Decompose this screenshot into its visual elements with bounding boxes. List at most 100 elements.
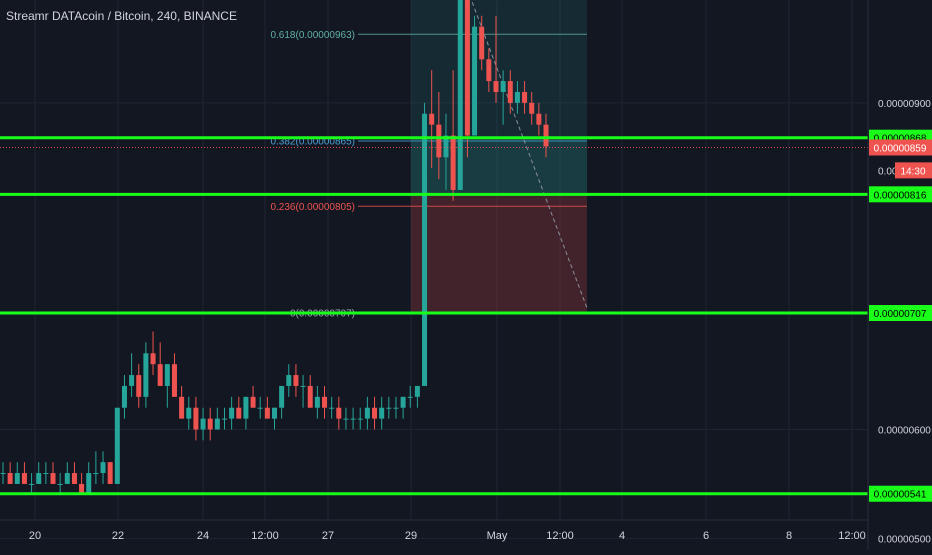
candle-body xyxy=(129,375,135,386)
candle xyxy=(307,375,313,408)
candle-body xyxy=(522,91,528,103)
candle-body xyxy=(207,418,213,430)
candle-body xyxy=(79,483,85,495)
candle xyxy=(493,15,499,103)
candle-body xyxy=(107,462,113,484)
candle xyxy=(186,396,192,430)
fib-level-label: 0.236(0.00000805) xyxy=(270,202,355,213)
candles xyxy=(0,0,549,495)
candle-body xyxy=(300,385,306,387)
candle-body xyxy=(314,396,320,408)
candle-body xyxy=(350,418,356,420)
candle-body xyxy=(293,375,299,386)
candle-body xyxy=(164,364,170,386)
candle xyxy=(500,70,506,125)
level-price-tag xyxy=(869,186,932,203)
candle xyxy=(543,113,549,158)
candle xyxy=(436,91,442,180)
x-tick-label: 27 xyxy=(322,530,334,542)
candle xyxy=(136,364,142,408)
candle-body xyxy=(64,473,70,484)
candle xyxy=(100,451,106,484)
candle xyxy=(193,396,199,441)
chart-title: Streamr DATAcoin / Bitcoin, 240, BINANCE xyxy=(6,9,237,23)
candle xyxy=(36,462,42,484)
candle-body xyxy=(257,407,263,409)
candle-body xyxy=(429,113,435,125)
x-tick-label: 29 xyxy=(405,530,417,542)
candle xyxy=(529,91,535,125)
x-tick-label: 12:00 xyxy=(251,530,279,542)
candle-body xyxy=(322,396,328,408)
candle xyxy=(271,407,278,430)
candle-body xyxy=(536,113,542,125)
candle xyxy=(293,364,299,397)
candle xyxy=(472,15,478,136)
level-price-label: 0.00000707 xyxy=(874,309,927,320)
candle xyxy=(393,396,399,419)
position-profit-zone xyxy=(411,0,587,138)
candle xyxy=(79,473,85,495)
x-tick-label: 4 xyxy=(619,530,625,542)
candle xyxy=(429,70,435,169)
y-tick-label: 0.00000900 xyxy=(878,99,931,110)
candle xyxy=(486,48,492,92)
candle-body xyxy=(386,407,392,409)
candle-body xyxy=(457,0,463,190)
candle-body xyxy=(422,113,428,386)
candle xyxy=(243,396,249,430)
candle xyxy=(29,473,35,495)
candle-body xyxy=(307,385,313,408)
candle-body xyxy=(529,102,535,114)
candle-body xyxy=(157,364,163,386)
candle-body xyxy=(343,418,349,420)
candle xyxy=(479,15,485,71)
candle xyxy=(43,462,49,484)
candle-body xyxy=(171,364,177,397)
candle-body xyxy=(93,473,99,475)
position-stop-zone xyxy=(411,194,587,313)
candle-body xyxy=(21,473,27,484)
candle xyxy=(200,407,206,441)
candle xyxy=(443,113,449,190)
candle-body xyxy=(250,396,256,408)
candle xyxy=(179,385,185,419)
candle xyxy=(386,396,392,419)
fib-level-label: 0.382(0.00000865) xyxy=(270,136,355,147)
candle-body xyxy=(0,473,6,475)
candle xyxy=(0,462,6,484)
level-price-label: 0.00000541 xyxy=(874,490,927,501)
candle-body xyxy=(179,396,185,419)
candle xyxy=(300,375,306,408)
partial-label-bg xyxy=(869,163,895,178)
candle xyxy=(514,81,520,114)
candle xyxy=(264,396,270,419)
candle-body xyxy=(143,353,149,397)
candle xyxy=(150,331,156,376)
candle xyxy=(64,462,70,484)
candle xyxy=(236,396,242,419)
candle-body xyxy=(400,396,406,408)
candle-body xyxy=(136,375,142,397)
candle-body xyxy=(472,26,478,136)
candle xyxy=(279,385,285,419)
candle-body xyxy=(121,385,127,408)
x-tick-label: 22 xyxy=(112,530,124,542)
candle xyxy=(400,396,406,419)
candle-body xyxy=(186,407,192,419)
candle xyxy=(250,385,256,408)
y-tick-label-partial: 0.000 xyxy=(878,166,903,177)
candle-body xyxy=(57,483,63,485)
y-tick-label: 0.00000600 xyxy=(878,426,931,437)
candle xyxy=(14,462,20,484)
candle xyxy=(422,102,428,386)
candle-body xyxy=(229,407,235,419)
x-tick-label: 6 xyxy=(703,530,709,542)
candle xyxy=(357,407,363,430)
level-price-label: 0.00000816 xyxy=(874,190,927,201)
candle xyxy=(71,462,77,484)
candle xyxy=(407,385,413,408)
candle xyxy=(93,451,99,484)
